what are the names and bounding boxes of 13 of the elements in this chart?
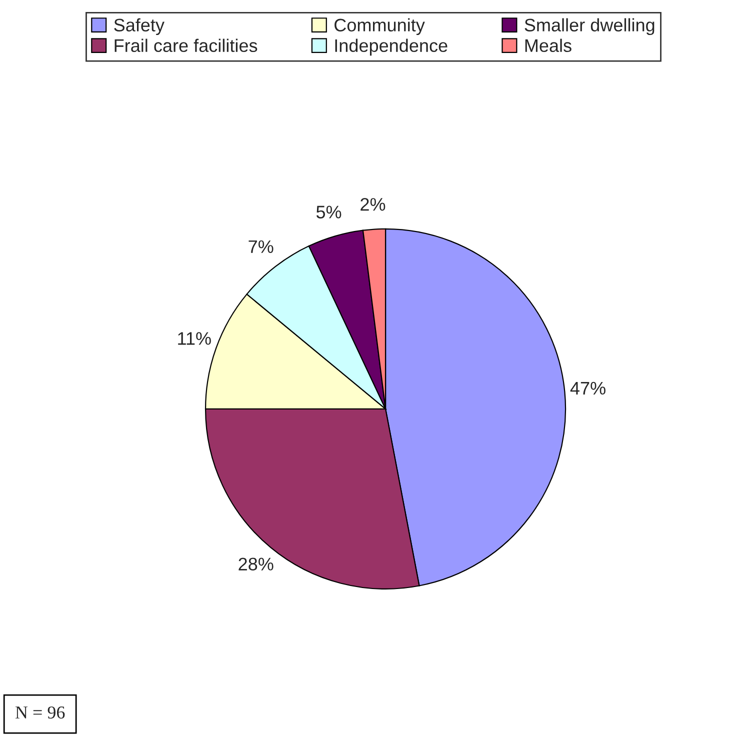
data-label: 5% [316, 206, 342, 218]
legend-label: Community [334, 18, 425, 36]
legend-label: Frail care facilities [114, 38, 258, 52]
legend-label: Independence [335, 38, 448, 56]
data-label: 28% [238, 558, 274, 570]
data-label: 47% [570, 382, 606, 395]
data-label: 7% [248, 240, 274, 253]
data-label: 11% [178, 332, 211, 345]
legend-label: Meals [525, 38, 572, 52]
legend-label: Smaller dwelling [524, 18, 654, 36]
legend-label: Safety [114, 18, 164, 36]
text: N = 96 [15, 706, 65, 719]
data-label: 2% [360, 198, 386, 211]
